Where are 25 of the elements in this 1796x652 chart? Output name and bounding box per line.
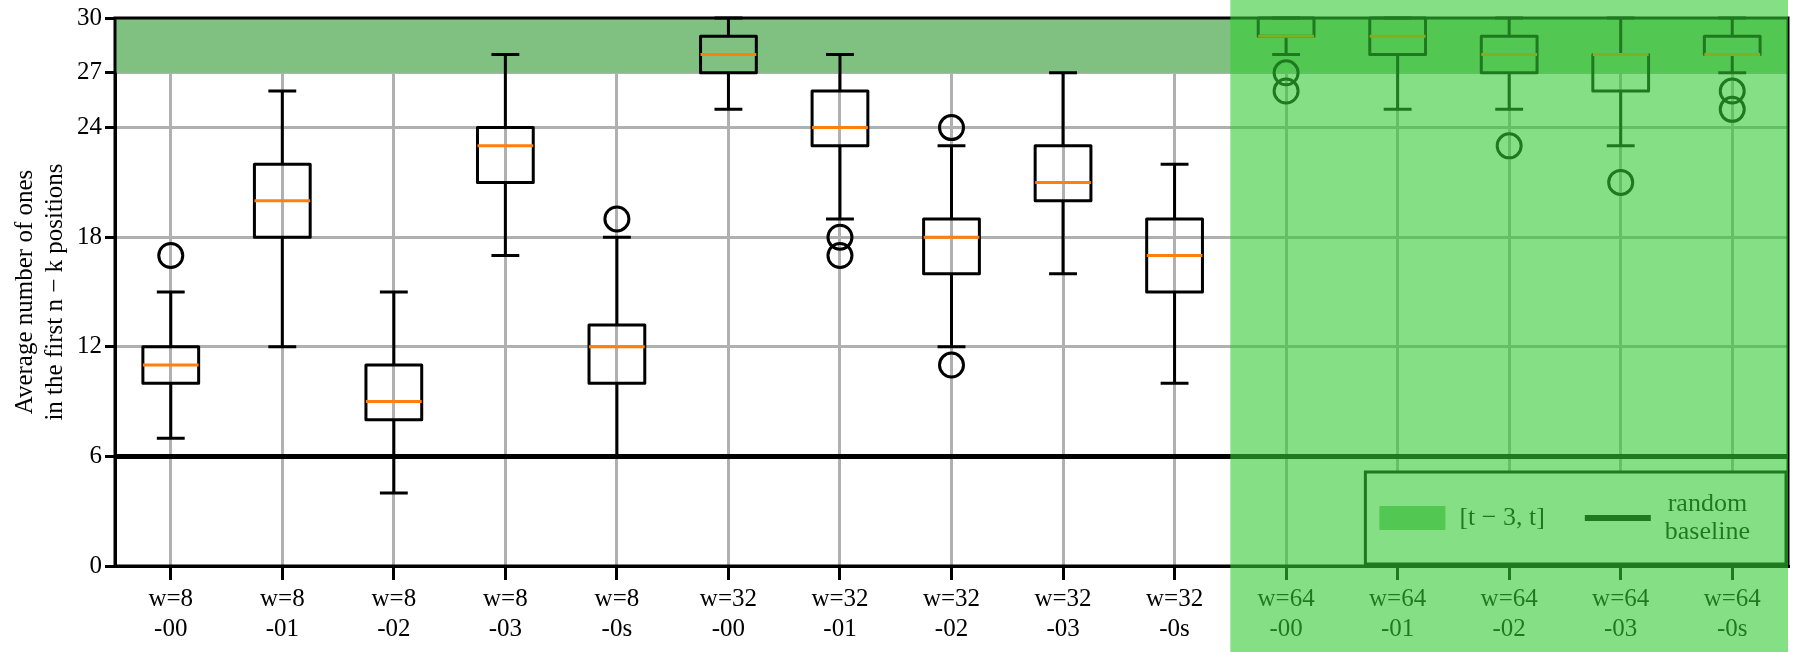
x-tick-label: w=32 -01 <box>811 583 869 641</box>
x-tick-label: w=32 -0s <box>1145 583 1204 641</box>
x-tick-label: w=8 -00 <box>148 583 194 641</box>
y-tick-label: 6 <box>89 440 102 468</box>
legend-label: random baseline <box>1664 487 1750 545</box>
x-tick-label: w=64 -01 <box>1369 583 1427 641</box>
y-tick-label: 18 <box>77 221 102 249</box>
x-tick-label: w=8 -01 <box>259 583 305 641</box>
y-tick-label: 24 <box>77 112 103 140</box>
x-tick-label: w=64 -0s <box>1703 583 1762 641</box>
x-tick-label: w=8 -02 <box>371 583 417 641</box>
legend-label: [t − 3, t] <box>1459 501 1545 531</box>
x-tick-label: w=64 -00 <box>1257 583 1316 641</box>
x-tick-label: w=32 -00 <box>699 583 758 641</box>
y-tick-label: 12 <box>77 331 102 359</box>
y-axis-title: Average number of ones in the first n − k positions <box>9 163 67 421</box>
x-tick-label: w=8 -03 <box>483 583 528 641</box>
x-tick-label: w=8 -0s <box>594 583 640 641</box>
x-tick-label: w=64 -02 <box>1480 583 1539 641</box>
x-tick-label: w=64 -03 <box>1592 583 1650 641</box>
y-tick-label: 0 <box>89 550 102 578</box>
y-tick-label: 30 <box>77 2 102 30</box>
x-tick-label: w=32 -02 <box>922 583 981 641</box>
x-tick-label: w=32 -03 <box>1034 583 1092 641</box>
y-tick-label: 27 <box>77 57 102 85</box>
